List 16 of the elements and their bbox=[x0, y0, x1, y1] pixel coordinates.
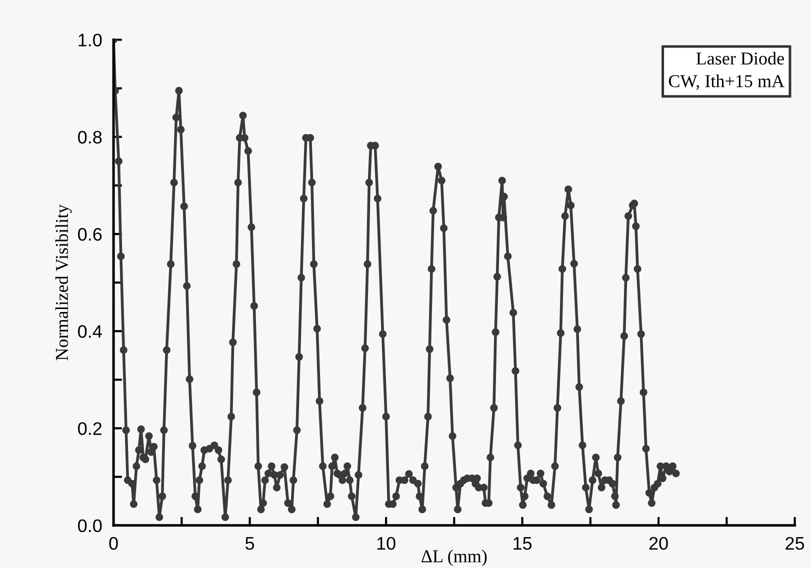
x-tick-label: 25 bbox=[786, 536, 804, 550]
x-tick-label: 20 bbox=[649, 536, 668, 550]
y-tick-label: 0.0 bbox=[78, 519, 102, 532]
x-tick-label: 0 bbox=[109, 536, 118, 550]
x-tick-label: 10 bbox=[377, 536, 396, 550]
y-axis-title: Normalized Visibility bbox=[55, 204, 72, 360]
annotation: Laser Diode bbox=[696, 52, 784, 65]
x-axis-title: ΔL (mm) bbox=[422, 550, 487, 566]
y-tick-label: 1.0 bbox=[78, 34, 102, 46]
y-tick-label: 0.8 bbox=[78, 130, 102, 144]
y-tick-label: 0.2 bbox=[78, 422, 102, 435]
y-tick-label: 0.4 bbox=[78, 325, 102, 338]
x-tick-label: 15 bbox=[514, 537, 532, 550]
y-tick-label: 0.6 bbox=[78, 228, 102, 241]
annotation: CW, Ith+15 mA bbox=[668, 74, 784, 90]
x-tick-label: 5 bbox=[245, 537, 254, 550]
